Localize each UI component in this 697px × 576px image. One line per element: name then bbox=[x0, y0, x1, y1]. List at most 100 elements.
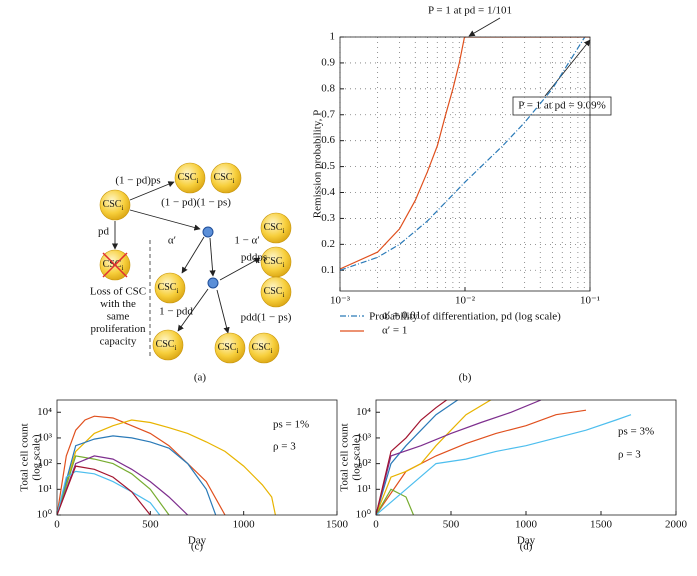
y-tick-label: 10⁰ bbox=[37, 509, 53, 521]
y-tick-label: 10² bbox=[38, 457, 53, 469]
cell bbox=[174, 162, 206, 194]
cell-label-sub: i bbox=[282, 227, 284, 235]
cell bbox=[152, 329, 184, 361]
cell-label-sub: i bbox=[174, 344, 176, 352]
arrow bbox=[219, 257, 261, 281]
chart: 0 500 1000 1500 10⁰ 10¹ 10² 10³ 10⁴ Day Total cell… bbox=[19, 399, 349, 553]
cell-label-sub: i bbox=[121, 204, 123, 212]
edge-label: (1 − pd)(1 − ps) bbox=[161, 197, 231, 209]
cell-label-text: CSC bbox=[214, 172, 233, 183]
cell-label-text: CSC bbox=[158, 282, 177, 293]
series-line bbox=[57, 470, 161, 515]
y-tick-label: 0.2 bbox=[321, 238, 335, 250]
series-line bbox=[340, 37, 590, 270]
cell-label: CSCi bbox=[103, 199, 124, 211]
cell-label: CSCi bbox=[214, 172, 235, 184]
cell-label-text: CSC bbox=[178, 172, 197, 183]
series-line bbox=[376, 488, 415, 515]
cell-label-text: CSC bbox=[156, 339, 175, 350]
cell-label-sub: i bbox=[282, 291, 284, 299]
cell-label-text: CSC bbox=[103, 199, 122, 210]
series-line bbox=[376, 400, 542, 515]
annotation: P = 1 at pd = 9.09% bbox=[518, 100, 605, 112]
series-line bbox=[376, 414, 632, 515]
x-axis-label: Day bbox=[188, 535, 207, 547]
y-tick-label: 10⁰ bbox=[356, 509, 372, 521]
arrow bbox=[209, 237, 216, 277]
arrow bbox=[177, 288, 209, 332]
y-tick-label: 0.4 bbox=[321, 186, 335, 198]
cell-label-sub: i bbox=[176, 287, 178, 295]
x-tick-label: 10⁻² bbox=[455, 295, 476, 307]
cell-label: CSCi bbox=[264, 222, 285, 234]
series-line bbox=[376, 400, 459, 515]
cell-label: CSCi bbox=[252, 342, 273, 354]
x-tick-label: 0 bbox=[54, 519, 60, 531]
cell bbox=[248, 332, 280, 364]
edge-label: α′ bbox=[168, 235, 176, 247]
cell-label-text: CSC bbox=[264, 256, 283, 267]
cell-label-sub: i bbox=[270, 347, 272, 355]
x-tick-label: 0 bbox=[373, 519, 379, 531]
panel-label: (c) bbox=[191, 541, 204, 553]
series-line bbox=[376, 400, 492, 515]
note-line: with the bbox=[100, 298, 136, 310]
cell-label-text: CSC bbox=[264, 286, 283, 297]
series-line bbox=[57, 435, 217, 515]
y-tick-label: 10² bbox=[357, 457, 372, 469]
edge-label: pdd(1 − ps) bbox=[241, 312, 292, 324]
note-line: same bbox=[107, 311, 130, 323]
plot-frame bbox=[56, 399, 338, 516]
series-line bbox=[57, 455, 170, 515]
annotation: ps = 3% bbox=[618, 426, 654, 438]
cell-label-sub: i bbox=[282, 261, 284, 269]
cross bbox=[102, 252, 128, 278]
plot-frame bbox=[375, 399, 677, 516]
x-tick-label: 1000 bbox=[233, 519, 256, 531]
x-tick-label: 500 bbox=[142, 519, 159, 531]
edge-label: pd bbox=[98, 226, 110, 238]
y-tick-label: 0.9 bbox=[321, 56, 335, 68]
cell-label: CSCi bbox=[264, 256, 285, 268]
cell-label-sub: i bbox=[121, 264, 123, 272]
cell bbox=[210, 162, 242, 194]
y-tick-label: 0.3 bbox=[321, 212, 335, 224]
annotation: P = 1 at pd = 1/101 bbox=[428, 5, 512, 17]
note-line: capacity bbox=[100, 336, 137, 348]
x-tick-label: 2000 bbox=[665, 519, 688, 531]
y-axis-label: (log scale) bbox=[351, 434, 363, 480]
y-axis-label: Total cell count bbox=[19, 423, 31, 491]
x-tick-label: 10⁻¹ bbox=[580, 295, 600, 307]
panel-label: (d) bbox=[520, 541, 533, 553]
legend-label: α′ = 1 bbox=[382, 325, 407, 337]
series-line bbox=[57, 465, 151, 515]
x-axis-label: Probability of differentiation, pd (log … bbox=[369, 311, 561, 323]
edge-label: pddps bbox=[241, 252, 267, 264]
annotation-arrow bbox=[468, 17, 501, 37]
cell-label-sub: i bbox=[232, 177, 234, 185]
y-tick-label: 0.5 bbox=[321, 160, 335, 172]
series-line bbox=[340, 37, 586, 271]
y-tick-label: 1 bbox=[330, 31, 336, 43]
x-tick-label: 1500 bbox=[590, 519, 613, 531]
y-tick-label: 10³ bbox=[38, 431, 53, 443]
annotation: ρ = 3 bbox=[618, 449, 641, 461]
diagram-shapes bbox=[111, 181, 261, 358]
annotation-arrow bbox=[544, 39, 591, 97]
edge-label: 1 − α′ bbox=[234, 235, 259, 247]
arrow bbox=[181, 236, 205, 274]
edge-label: (1 − pd)ps bbox=[115, 175, 160, 187]
x-tick-label: 1000 bbox=[515, 519, 538, 531]
y-tick-label: 10¹ bbox=[357, 483, 371, 495]
cell bbox=[214, 332, 246, 364]
y-tick-label: 10⁴ bbox=[356, 406, 371, 418]
y-tick-label: 0.7 bbox=[321, 108, 335, 120]
note-line: proliferation bbox=[91, 323, 146, 335]
y-tick-label: 0.8 bbox=[321, 82, 335, 94]
node-dot bbox=[202, 226, 214, 238]
cell-label: CSCi bbox=[178, 172, 199, 184]
y-tick-label: 10⁴ bbox=[37, 406, 52, 418]
chart: 10⁻³ 10⁻² 10⁻¹ 0.1 0.2 0.3 0.4 0.5 0.6 0.7 0.8 0.9 1… bbox=[312, 5, 606, 384]
series-line bbox=[57, 455, 189, 515]
